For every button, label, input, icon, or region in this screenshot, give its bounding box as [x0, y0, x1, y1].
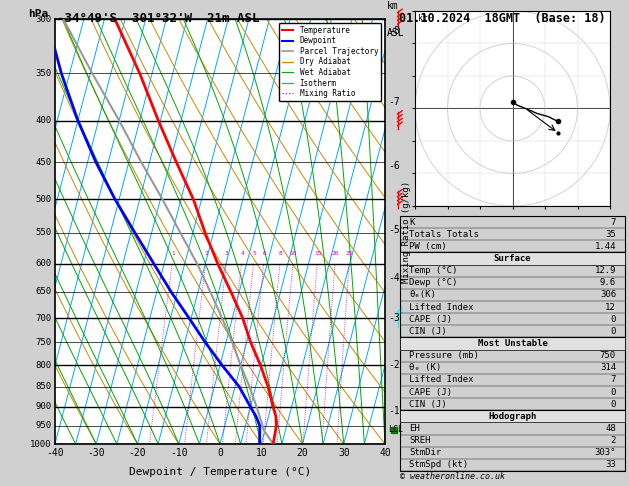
- Text: -20: -20: [129, 448, 147, 458]
- Text: θₑ(K): θₑ(K): [409, 291, 436, 299]
- Text: kt: kt: [418, 14, 428, 23]
- Text: Most Unstable: Most Unstable: [477, 339, 547, 348]
- Text: 5: 5: [252, 251, 256, 256]
- Text: Dewp (°C): Dewp (°C): [409, 278, 457, 287]
- Text: Temp (°C): Temp (°C): [409, 266, 457, 275]
- Text: -6: -6: [389, 161, 400, 171]
- Text: 7: 7: [611, 375, 616, 384]
- Text: 4: 4: [240, 251, 244, 256]
- Text: 950: 950: [36, 421, 52, 431]
- Text: 850: 850: [36, 382, 52, 391]
- Text: 10: 10: [290, 251, 298, 256]
- Text: 303°: 303°: [594, 448, 616, 457]
- Text: 25: 25: [346, 251, 353, 256]
- Legend: Temperature, Dewpoint, Parcel Trajectory, Dry Adiabat, Wet Adiabat, Isotherm, Mi: Temperature, Dewpoint, Parcel Trajectory…: [279, 23, 381, 101]
- Text: θₑ (K): θₑ (K): [409, 364, 442, 372]
- Text: 1.44: 1.44: [594, 242, 616, 251]
- Text: Mixing Ratio (g/kg): Mixing Ratio (g/kg): [403, 180, 411, 282]
- Text: LCL: LCL: [389, 425, 404, 434]
- Text: EH: EH: [409, 424, 420, 433]
- Text: 350: 350: [36, 69, 52, 78]
- Text: 306: 306: [600, 291, 616, 299]
- Text: 8: 8: [279, 251, 282, 256]
- Text: K: K: [409, 218, 415, 226]
- Text: 48: 48: [605, 424, 616, 433]
- Text: 1: 1: [171, 251, 175, 256]
- Text: -1: -1: [389, 406, 400, 416]
- Text: 800: 800: [36, 361, 52, 370]
- Text: -34°49'S  301°32'W  21m ASL: -34°49'S 301°32'W 21m ASL: [57, 12, 259, 25]
- Text: 900: 900: [36, 402, 52, 411]
- Text: -7: -7: [389, 98, 400, 107]
- Text: 0: 0: [611, 315, 616, 324]
- Text: ASL: ASL: [387, 28, 404, 37]
- Text: 20: 20: [297, 448, 308, 458]
- Text: 10: 10: [255, 448, 267, 458]
- Text: 0: 0: [611, 399, 616, 409]
- Text: 12.9: 12.9: [594, 266, 616, 275]
- Text: Dewpoint / Temperature (°C): Dewpoint / Temperature (°C): [129, 468, 311, 477]
- Text: -2: -2: [389, 360, 400, 370]
- Text: CIN (J): CIN (J): [409, 327, 447, 336]
- Text: 1000: 1000: [30, 439, 52, 449]
- Text: CIN (J): CIN (J): [409, 399, 447, 409]
- Text: -5: -5: [389, 225, 400, 235]
- Text: 300: 300: [36, 15, 52, 23]
- Text: Totals Totals: Totals Totals: [409, 230, 479, 239]
- Text: 33: 33: [605, 460, 616, 469]
- FancyBboxPatch shape: [400, 337, 625, 349]
- Text: StmDir: StmDir: [409, 448, 442, 457]
- Text: 700: 700: [36, 313, 52, 323]
- Text: 0: 0: [217, 448, 223, 458]
- Text: 750: 750: [600, 351, 616, 360]
- Text: -10: -10: [170, 448, 187, 458]
- Text: 500: 500: [36, 195, 52, 204]
- Text: Hodograph: Hodograph: [488, 412, 537, 421]
- Text: 35: 35: [605, 230, 616, 239]
- Text: 40: 40: [379, 448, 391, 458]
- Text: Lifted Index: Lifted Index: [409, 375, 474, 384]
- FancyBboxPatch shape: [400, 252, 625, 264]
- Text: © weatheronline.co.uk: © weatheronline.co.uk: [400, 472, 505, 481]
- Text: 20: 20: [332, 251, 339, 256]
- Text: 12: 12: [605, 303, 616, 312]
- Text: km: km: [387, 0, 399, 11]
- Text: -3: -3: [389, 313, 400, 323]
- Text: -4: -4: [389, 273, 400, 283]
- FancyBboxPatch shape: [400, 410, 625, 422]
- Text: -30: -30: [87, 448, 105, 458]
- Text: CAPE (J): CAPE (J): [409, 315, 452, 324]
- Text: 15: 15: [314, 251, 321, 256]
- Text: 6: 6: [262, 251, 266, 256]
- Text: -40: -40: [46, 448, 64, 458]
- Text: 7: 7: [611, 218, 616, 226]
- Text: 01.10.2024  18GMT  (Base: 18): 01.10.2024 18GMT (Base: 18): [399, 12, 606, 25]
- Text: 550: 550: [36, 228, 52, 238]
- Text: 0: 0: [611, 387, 616, 397]
- Text: 450: 450: [36, 157, 52, 167]
- Text: Surface: Surface: [494, 254, 532, 263]
- Text: 9.6: 9.6: [600, 278, 616, 287]
- Text: -8: -8: [389, 26, 400, 35]
- Text: CAPE (J): CAPE (J): [409, 387, 452, 397]
- Text: 2: 2: [204, 251, 208, 256]
- Text: 650: 650: [36, 287, 52, 296]
- Text: SREH: SREH: [409, 436, 430, 445]
- Text: 0: 0: [611, 327, 616, 336]
- Text: 314: 314: [600, 364, 616, 372]
- Text: 30: 30: [338, 448, 350, 458]
- Text: hPa: hPa: [28, 9, 49, 19]
- Text: Pressure (mb): Pressure (mb): [409, 351, 479, 360]
- Text: PW (cm): PW (cm): [409, 242, 447, 251]
- Text: 2: 2: [611, 436, 616, 445]
- Text: StmSpd (kt): StmSpd (kt): [409, 460, 468, 469]
- Text: 750: 750: [36, 338, 52, 347]
- Text: Lifted Index: Lifted Index: [409, 303, 474, 312]
- Text: 3: 3: [225, 251, 229, 256]
- Text: 600: 600: [36, 259, 52, 268]
- Text: 400: 400: [36, 116, 52, 125]
